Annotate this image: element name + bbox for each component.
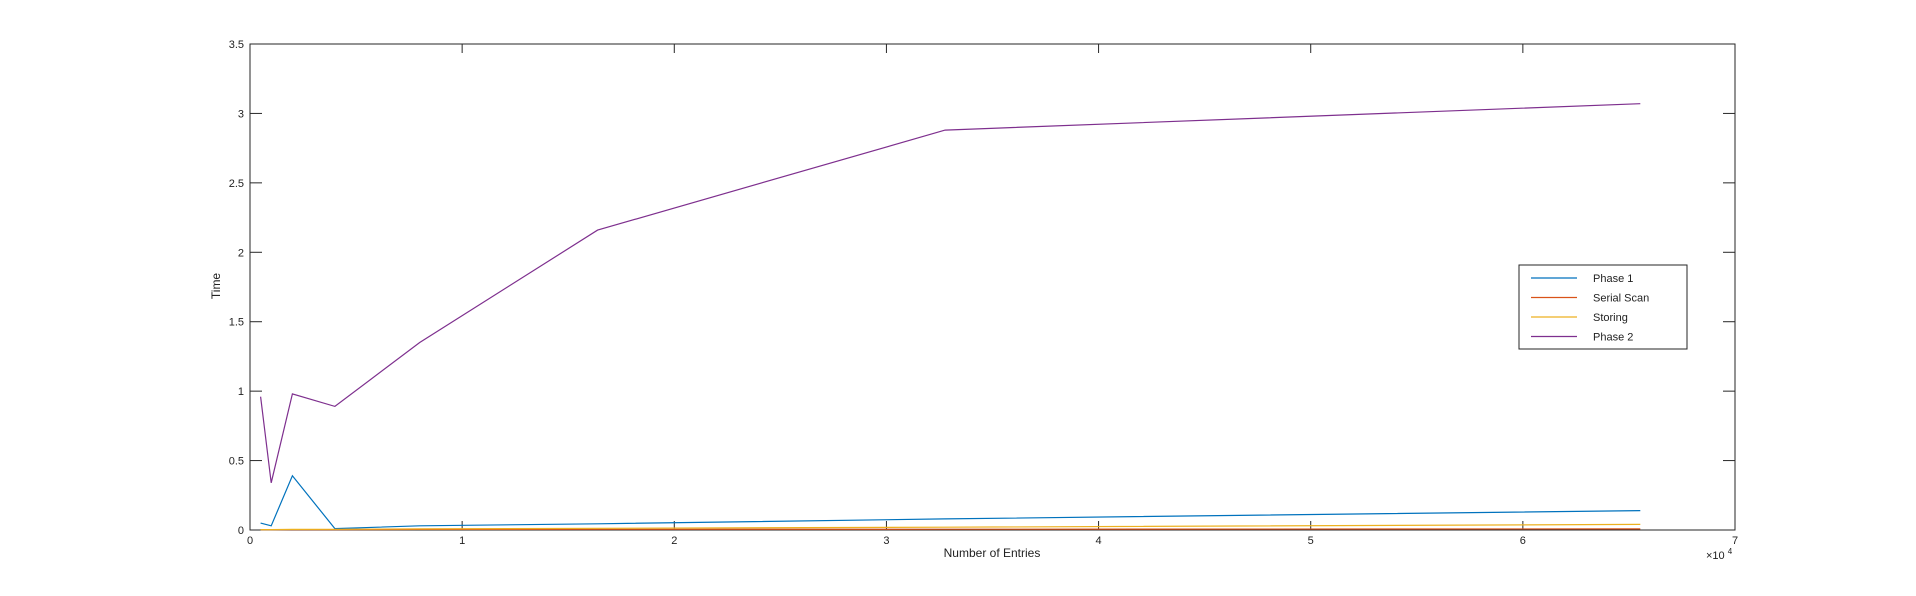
plot-frame (249, 43, 1736, 531)
series-line-phase-2 (260, 103, 1641, 483)
legend-box (1518, 264, 1688, 350)
x-axis-exponent: ×10 4 (1706, 547, 1733, 562)
y-tick-label: 2.5 (229, 178, 244, 190)
y-tick-label: 2 (238, 247, 244, 259)
x-tick-label: 4 (1096, 535, 1102, 547)
svg-text:×10 4: ×10 4 (1706, 547, 1733, 562)
x-axis-exponent-base: ×10 (1706, 550, 1725, 562)
legend-label-storing: Storing (1593, 312, 1628, 324)
x-axis-title: Number of Entries (944, 546, 1041, 560)
y-tick-label: 1 (238, 386, 244, 398)
y-axis-title: Time (209, 273, 223, 300)
series-lines (260, 103, 1641, 531)
axes: 0 1 2 3 4 5 6 7 0 0.5 1 1.5 2 2.5 3 3.5 (229, 39, 1738, 547)
y-tick-label: 3.5 (229, 39, 244, 51)
x-tick-label: 0 (247, 535, 253, 547)
legend-label-phase-2: Phase 2 (1593, 332, 1633, 344)
y-tick-label: 0 (238, 525, 244, 537)
x-tick-label: 7 (1732, 535, 1738, 547)
x-axis-exponent-power: 4 (1728, 547, 1733, 556)
x-tick-label: 1 (459, 535, 465, 547)
y-tick-label: 0.5 (229, 456, 244, 468)
legend-label-phase-1: Phase 1 (1593, 273, 1633, 285)
x-tick-label: 5 (1308, 535, 1314, 547)
y-tick-label: 3 (238, 108, 244, 120)
x-tick-label: 2 (671, 535, 677, 547)
legend: Phase 1 Serial Scan Storing Phase 2 (1518, 264, 1688, 350)
x-tick-label: 3 (883, 535, 889, 547)
series-line-phase-1 (260, 474, 1641, 530)
legend-label-serial-scan: Serial Scan (1593, 293, 1649, 305)
series-line-storing (260, 523, 1641, 531)
x-tick-label: 6 (1520, 535, 1526, 547)
y-tick-label: 1.5 (229, 317, 244, 329)
